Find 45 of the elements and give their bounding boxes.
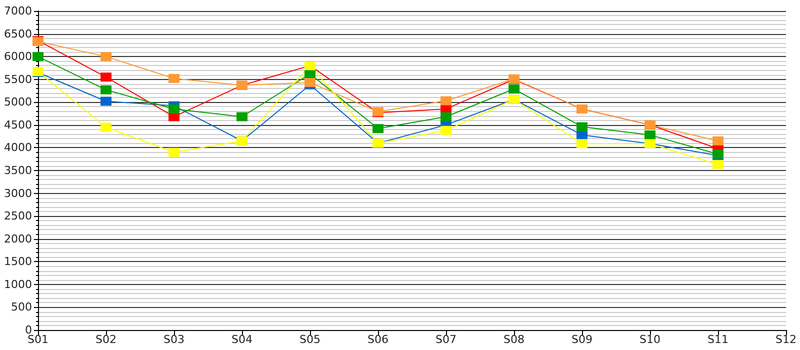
y-tick-label: 500 <box>11 300 32 314</box>
x-tick-label: S09 <box>572 333 592 346</box>
point <box>100 72 112 82</box>
point <box>712 160 724 170</box>
point <box>440 96 452 106</box>
point <box>712 136 724 146</box>
x-tick-label: S12 <box>776 333 796 346</box>
y-tick-label: 2000 <box>4 232 32 246</box>
x-tick-label: S06 <box>368 333 388 346</box>
point <box>100 52 112 62</box>
point <box>100 85 112 94</box>
y-tick-label: 4000 <box>4 141 32 154</box>
y-tick-label: 4500 <box>4 118 32 132</box>
point <box>236 112 248 122</box>
point <box>100 96 112 106</box>
y-tick-label: 6000 <box>4 50 32 64</box>
x-tick-label: S05 <box>300 333 320 346</box>
y-tick-label: 1000 <box>4 278 32 291</box>
x-tick-label: S03 <box>164 333 184 346</box>
point <box>576 139 588 148</box>
point <box>576 122 588 132</box>
point <box>372 124 384 134</box>
point <box>508 84 520 94</box>
point <box>32 52 44 62</box>
y-tick-label: 2500 <box>4 210 32 223</box>
y-tick-label: 3500 <box>4 164 32 177</box>
y-tick-label: 1500 <box>4 255 32 268</box>
y-tick-label: 3000 <box>4 186 32 200</box>
point <box>644 130 656 140</box>
x-tick-label: S07 <box>436 333 456 346</box>
point <box>100 122 112 132</box>
point <box>168 74 180 83</box>
x-tick-label: S02 <box>96 333 116 346</box>
x-tick-label: S10 <box>640 333 660 346</box>
point <box>168 148 180 157</box>
y-tick-label: 5500 <box>4 72 32 86</box>
y-tick-label: 7000 <box>4 4 32 18</box>
y-tick-label: 5000 <box>4 96 32 109</box>
point <box>440 126 452 135</box>
x-tick-label: S08 <box>504 333 524 346</box>
point <box>168 104 180 114</box>
point <box>440 112 452 122</box>
y-tick-label: 6500 <box>4 27 32 40</box>
x-tick-label: S11 <box>708 333 728 346</box>
x-tick-label: S04 <box>232 333 252 346</box>
